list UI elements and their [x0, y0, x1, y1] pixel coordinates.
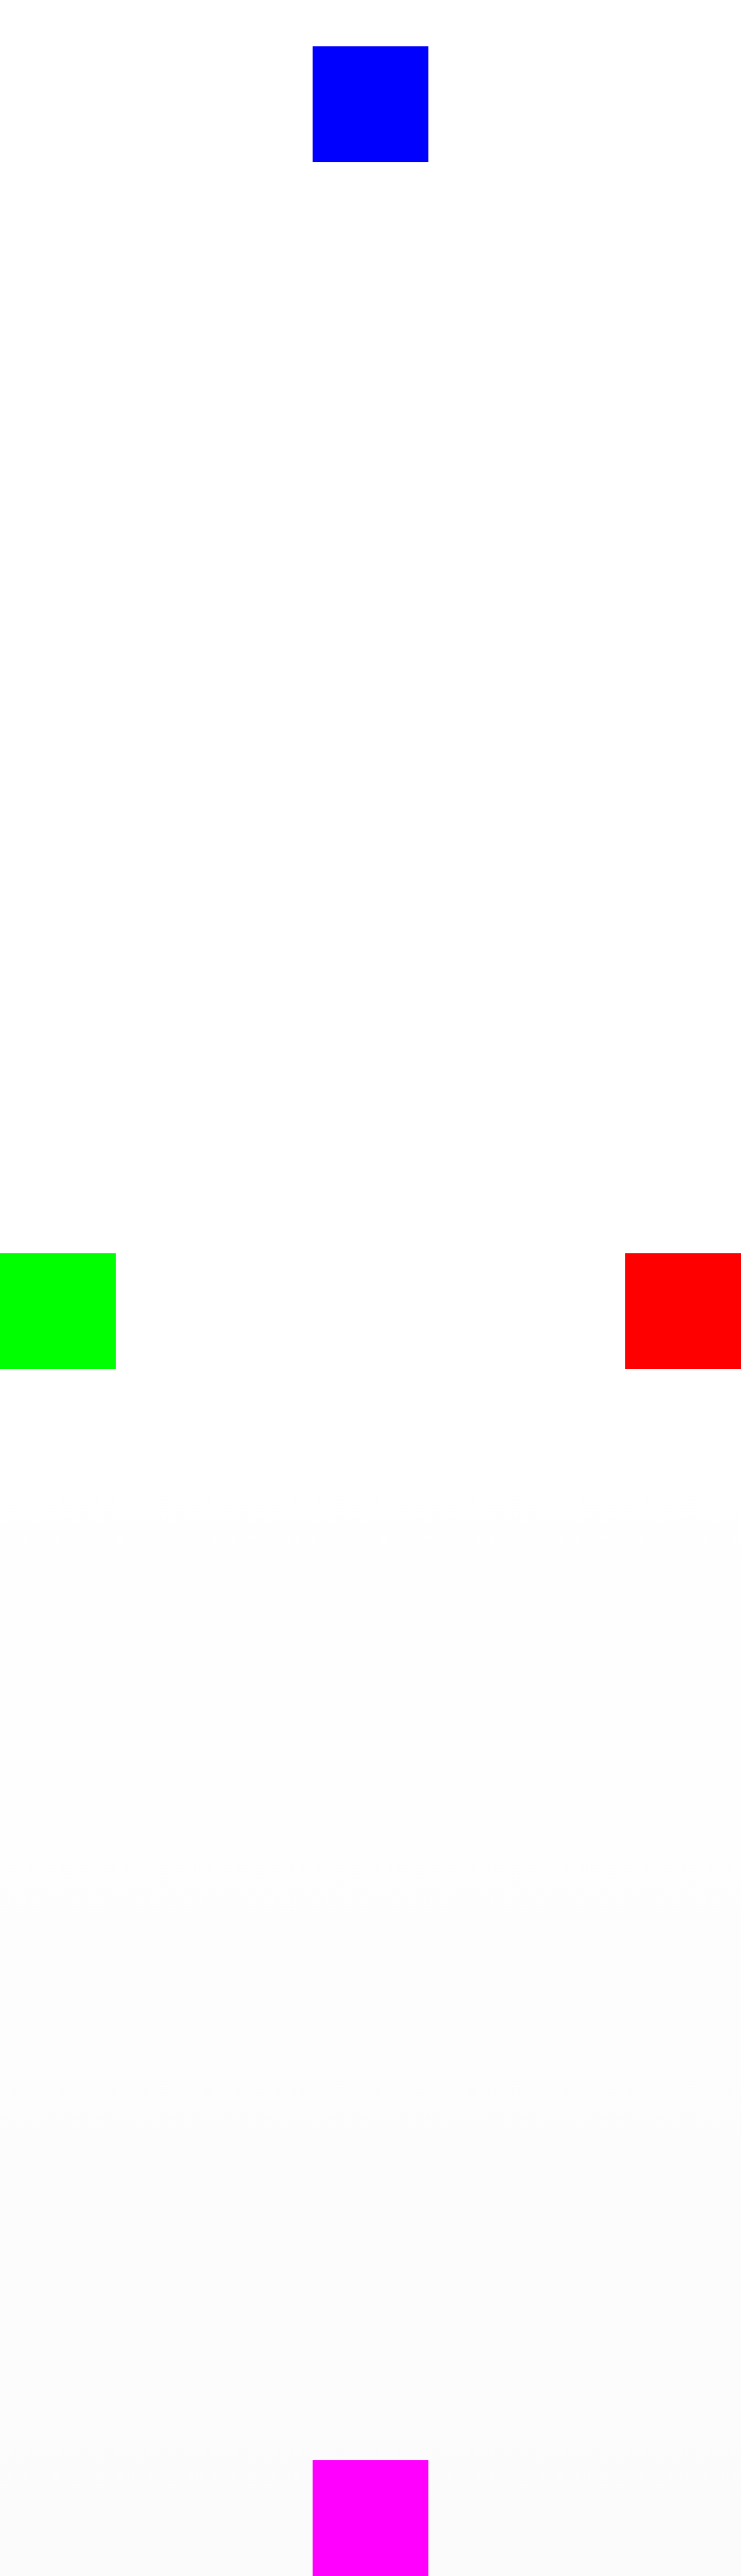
blue-square — [313, 46, 428, 162]
red-square — [625, 1253, 741, 1369]
magenta-square — [313, 2460, 428, 2576]
green-square — [0, 1253, 116, 1369]
